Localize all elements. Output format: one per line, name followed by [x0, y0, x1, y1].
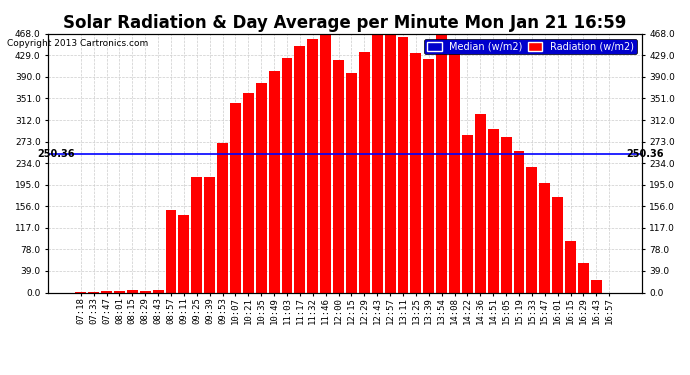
Text: 250.36: 250.36: [37, 149, 75, 159]
Bar: [449, 54, 460, 292]
Bar: [230, 103, 241, 292]
Bar: [256, 82, 267, 292]
Bar: [320, 35, 331, 292]
Bar: [295, 46, 306, 292]
Bar: [204, 177, 215, 292]
Bar: [307, 39, 318, 292]
Bar: [101, 291, 112, 292]
Bar: [552, 197, 563, 292]
Legend: Median (w/m2), Radiation (w/m2): Median (w/m2), Radiation (w/m2): [424, 39, 637, 54]
Text: Copyright 2013 Cartronics.com: Copyright 2013 Cartronics.com: [7, 39, 148, 48]
Bar: [384, 35, 395, 292]
Bar: [501, 136, 511, 292]
Bar: [127, 290, 138, 292]
Bar: [591, 280, 602, 292]
Bar: [152, 290, 164, 292]
Bar: [217, 143, 228, 292]
Bar: [578, 263, 589, 292]
Bar: [179, 215, 189, 292]
Bar: [333, 60, 344, 292]
Title: Solar Radiation & Day Average per Minute Mon Jan 21 16:59: Solar Radiation & Day Average per Minute…: [63, 14, 627, 32]
Bar: [346, 73, 357, 292]
Bar: [268, 70, 279, 292]
Bar: [565, 241, 576, 292]
Bar: [397, 38, 408, 292]
Bar: [243, 93, 254, 292]
Bar: [423, 59, 434, 292]
Bar: [462, 135, 473, 292]
Bar: [540, 183, 551, 292]
Bar: [282, 58, 293, 292]
Bar: [359, 52, 370, 292]
Bar: [488, 129, 499, 292]
Bar: [139, 291, 150, 292]
Bar: [411, 53, 422, 292]
Text: 250.36: 250.36: [626, 149, 664, 159]
Bar: [436, 34, 447, 292]
Bar: [372, 34, 383, 292]
Bar: [191, 177, 202, 292]
Bar: [114, 291, 125, 292]
Bar: [475, 114, 486, 292]
Bar: [526, 167, 538, 292]
Bar: [513, 151, 524, 292]
Bar: [166, 210, 177, 292]
